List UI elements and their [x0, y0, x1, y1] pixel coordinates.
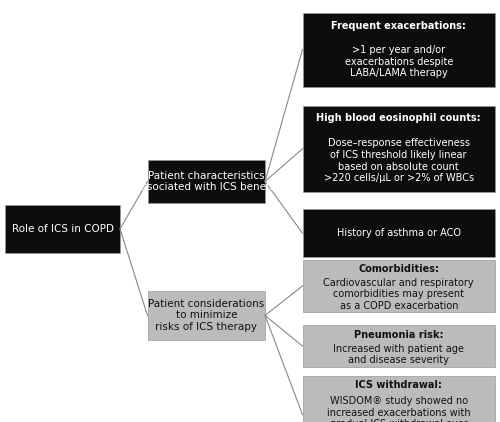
- Text: Frequent exacerbations:: Frequent exacerbations:: [332, 21, 466, 31]
- FancyBboxPatch shape: [302, 260, 495, 312]
- FancyBboxPatch shape: [302, 325, 495, 367]
- Text: Patient characteristics
associated with ICS benefit: Patient characteristics associated with …: [136, 170, 277, 192]
- FancyBboxPatch shape: [302, 13, 495, 87]
- Text: Patient considerations
to minimize
risks of ICS therapy: Patient considerations to minimize risks…: [148, 299, 264, 332]
- FancyBboxPatch shape: [302, 106, 495, 192]
- Text: Cardiovascular and respiratory
comorbidities may present
as a COPD exacerbation: Cardiovascular and respiratory comorbidi…: [324, 278, 474, 311]
- FancyBboxPatch shape: [302, 209, 495, 257]
- Text: Pneumonia risk:: Pneumonia risk:: [354, 330, 444, 340]
- FancyBboxPatch shape: [148, 160, 265, 203]
- Text: High blood eosinophil counts:: High blood eosinophil counts:: [316, 113, 481, 123]
- FancyBboxPatch shape: [5, 205, 120, 253]
- Text: ICS withdrawal:: ICS withdrawal:: [356, 380, 442, 390]
- Text: Role of ICS in COPD: Role of ICS in COPD: [12, 224, 114, 234]
- FancyBboxPatch shape: [302, 376, 495, 422]
- Text: History of asthma or ACO: History of asthma or ACO: [337, 228, 461, 238]
- FancyBboxPatch shape: [148, 291, 265, 340]
- Text: WISDOM® study showed no
increased exacerbations with
gradual ICS withdrawal over: WISDOM® study showed no increased exacer…: [322, 396, 476, 422]
- Text: >1 per year and/or
exacerbations despite
LABA/LAMA therapy: >1 per year and/or exacerbations despite…: [344, 45, 453, 78]
- Text: Dose–response effectiveness
of ICS threshold likely linear
based on absolute cou: Dose–response effectiveness of ICS thres…: [324, 138, 474, 183]
- Text: Comorbidities:: Comorbidities:: [358, 264, 440, 274]
- Text: Increased with patient age
and disease severity: Increased with patient age and disease s…: [334, 344, 464, 365]
